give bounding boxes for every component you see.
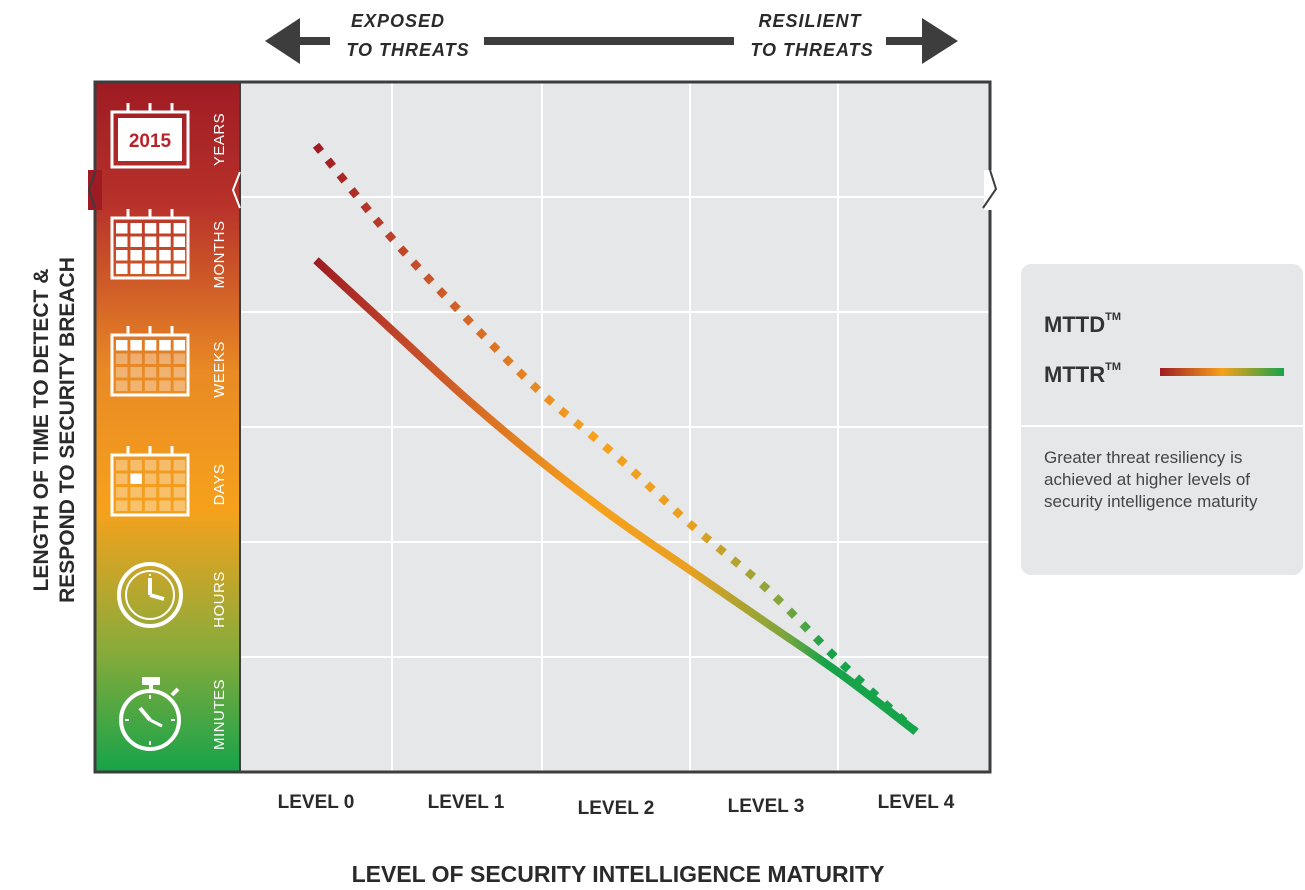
x-tick-level-1: LEVEL 1 <box>428 792 505 813</box>
chart-frame <box>93 80 992 774</box>
x-tick-labels: LEVEL 0 LEVEL 1 LEVEL 2 LEVEL 3 LEVEL 4 <box>278 792 955 819</box>
grid <box>240 82 990 772</box>
arrow-left-head <box>265 18 300 64</box>
legend-mttr: MTTRTM <box>1044 360 1121 388</box>
legend-mttr-label: MTTR <box>1044 362 1106 387</box>
arrow-left-shaft <box>298 37 330 45</box>
x-tick-level-4: LEVEL 4 <box>878 792 955 813</box>
series-mttr <box>313 257 919 735</box>
legend-mttd: MTTDTM <box>1044 310 1121 338</box>
arrow-right-head <box>922 18 958 64</box>
calendar-year-icon: 2015 <box>110 103 190 169</box>
calendar-day-icon <box>110 446 190 517</box>
arrow-mid-shaft <box>484 37 734 45</box>
axis-break-left <box>87 170 241 210</box>
legend-mttd-swatch <box>1162 318 1284 326</box>
exposure-arrow: EXPOSED TO THREATS RESILIENT TO THREATS <box>265 11 958 64</box>
legend-note: Greater threat resiliency is achieved at… <box>1044 448 1258 511</box>
exposed-label-1: EXPOSED <box>351 11 445 31</box>
x-axis-title: LEVEL OF SECURITY INTELLIGENCE MATURITY <box>352 861 885 887</box>
x-tick-level-2: LEVEL 2 <box>578 798 655 819</box>
legend-mttd-tm: TM <box>1105 310 1121 323</box>
time-band-column <box>95 82 240 772</box>
legend-divider <box>1021 425 1303 427</box>
axis-break-right <box>982 169 1000 210</box>
calendar-week-icon <box>110 326 190 397</box>
x-tick-level-3: LEVEL 3 <box>728 796 805 817</box>
band-label-minutes: MINUTES <box>211 679 228 750</box>
band-label-days: DAYS <box>211 464 228 506</box>
legend-panel: MTTDTM MTTRTM Greater threat resiliency … <box>1021 264 1303 575</box>
legend-mttr-tm: TM <box>1105 360 1121 373</box>
exposed-label-2: TO THREATS <box>346 40 469 60</box>
series-mttd <box>312 142 919 735</box>
clock-icon <box>117 562 183 628</box>
resilient-label-1: RESILIENT <box>758 11 862 31</box>
series-layer <box>312 142 919 735</box>
band-label-hours: HOURS <box>211 571 228 628</box>
band-label-months: MONTHS <box>211 221 228 289</box>
band-label-years: YEARS <box>211 113 228 166</box>
legend-mttd-label: MTTD <box>1044 312 1106 337</box>
resilient-label-2: TO THREATS <box>750 40 873 60</box>
calendar-year-text: 2015 <box>129 131 172 152</box>
band-labels: YEARS MONTHS WEEKS DAYS HOURS MINUTES <box>211 113 228 750</box>
stopwatch-icon <box>119 677 181 751</box>
calendar-full-icon <box>110 209 190 280</box>
y-axis-title: LENGTH OF TIME TO DETECT & RESPOND TO SE… <box>30 257 79 603</box>
y-axis-title-line1: LENGTH OF TIME TO DETECT & <box>30 269 53 592</box>
x-tick-level-0: LEVEL 0 <box>278 792 355 813</box>
legend-mttr-swatch <box>1160 368 1284 376</box>
y-axis-title-line2: RESPOND TO SECURITY BREACH <box>56 257 79 603</box>
arrow-right-shaft <box>886 37 924 45</box>
band-label-weeks: WEEKS <box>211 341 228 398</box>
